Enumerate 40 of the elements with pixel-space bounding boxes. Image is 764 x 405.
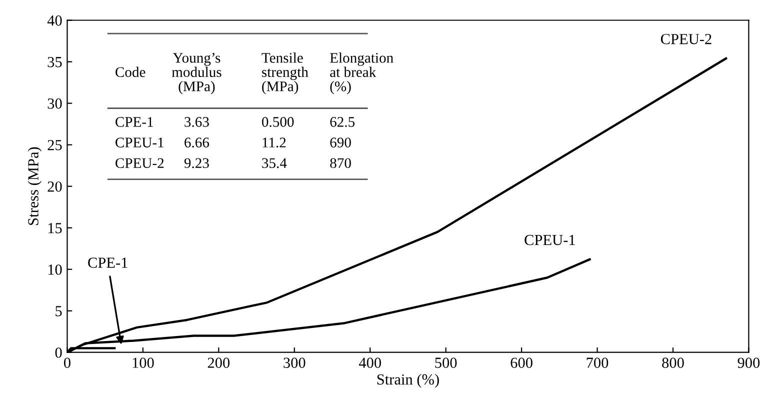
x-tick-label: 600 xyxy=(510,358,532,368)
series-label: CPEU-1 xyxy=(524,234,575,246)
y-tick-label: 40 xyxy=(47,15,62,26)
annotation: 870 xyxy=(330,158,351,168)
annotation: Tensile strength (MPa) xyxy=(262,52,308,94)
x-tick-label: 800 xyxy=(662,358,684,368)
annotation: 9.23 xyxy=(184,158,209,168)
x-tick-label: 100 xyxy=(132,358,154,368)
annotation: 3.63 xyxy=(184,117,209,127)
annotation: 62.5 xyxy=(330,117,355,127)
x-tick-label: 500 xyxy=(435,358,457,368)
annotation: 0.500 xyxy=(262,117,294,127)
annotation: Elongation at break (%) xyxy=(330,52,394,94)
annotation: 6.66 xyxy=(184,138,210,148)
y-axis-title: Stress (MPa) xyxy=(28,147,42,225)
annotation: CPEU-2 xyxy=(116,158,164,168)
x-tick-label: 300 xyxy=(284,358,306,368)
x-tick-label: 700 xyxy=(586,358,608,368)
annotation: CPEU-1 xyxy=(116,138,164,148)
x-axis-title: Strain (%) xyxy=(377,374,439,388)
y-tick-label: 10 xyxy=(48,264,62,275)
x-tick-label: 0 xyxy=(64,358,70,368)
y-tick-label: 0 xyxy=(55,347,62,358)
annotation: 11.2 xyxy=(262,138,286,148)
y-tick-label: 30 xyxy=(48,98,62,109)
annotation: CPE-1 xyxy=(88,258,128,268)
y-tick-label: 15 xyxy=(48,223,62,234)
annotation: Code xyxy=(116,66,146,78)
y-tick-label: 5 xyxy=(56,306,62,316)
annotation: 35.4 xyxy=(262,158,287,168)
y-tick-label: 20 xyxy=(48,181,62,192)
x-tick-label: 200 xyxy=(208,358,230,368)
annotation: 690 xyxy=(330,138,351,148)
x-tick-label: 400 xyxy=(358,358,381,368)
annotation: CPE-1 xyxy=(116,117,153,127)
y-tick-label: 25 xyxy=(48,140,62,150)
annotation: Young’s modulus (MPa) xyxy=(172,52,222,94)
x-tick-label: 900 xyxy=(738,358,760,368)
series-label: CPEU-2 xyxy=(660,34,712,44)
y-tick-label: 35 xyxy=(48,56,62,68)
